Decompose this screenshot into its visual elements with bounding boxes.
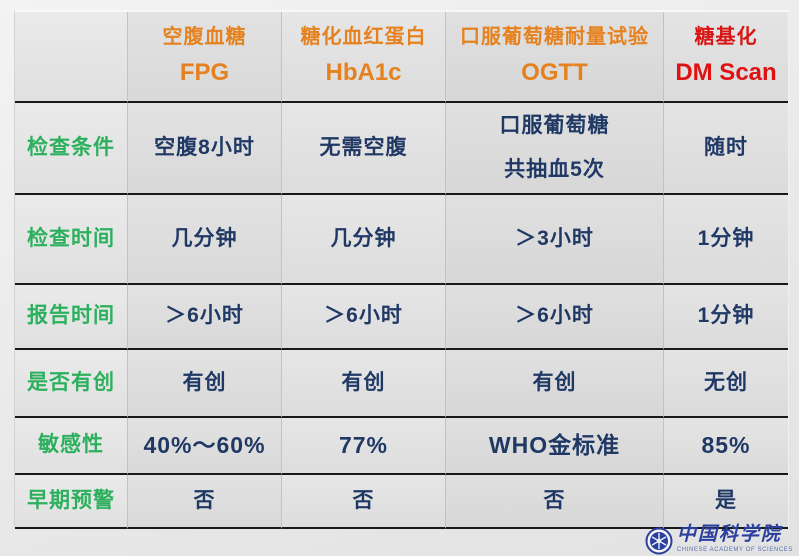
cell-invasive-ogtt: 有创 xyxy=(446,350,664,418)
row-label-invasive: 是否有创 xyxy=(15,350,128,418)
row-label-report-time: 报告时间 xyxy=(15,285,128,350)
col-header-hba1c-cn: 糖化血红蛋白 xyxy=(300,25,427,48)
cell-testtime-fpg: 几分钟 xyxy=(128,195,282,285)
cell-reporttime-ogtt: ＞6小时 xyxy=(446,285,664,350)
cell-condition-hba1c: 无需空腹 xyxy=(282,103,446,195)
cell-reporttime-fpg: ＞6小时 xyxy=(128,285,282,350)
cell-testtime-dmscan: 1分钟 xyxy=(664,195,788,285)
cell-sensitivity-hba1c: 77% xyxy=(282,418,446,475)
cell-invasive-hba1c: 有创 xyxy=(282,350,446,418)
cell-reporttime-hba1c: ＞6小时 xyxy=(282,285,446,350)
col-header-hba1c: 糖化血红蛋白 HbA1c xyxy=(282,12,446,103)
col-header-fpg: 空腹血糖 FPG xyxy=(128,12,282,103)
row-label-test-time: 检查时间 xyxy=(15,195,128,285)
cell-earlywarning-dmscan: 是 xyxy=(664,475,788,529)
col-header-dmscan-en: DM Scan xyxy=(675,58,777,86)
cell-condition-fpg: 空腹8小时 xyxy=(128,103,282,195)
cas-logo: 中国科学院 CHINESE ACADEMY OF SCIENCES xyxy=(645,524,793,555)
col-header-ogtt-cn: 口服葡萄糖耐量试验 xyxy=(460,25,649,48)
row-label-early-warning: 早期预警 xyxy=(15,475,128,529)
cas-emblem-icon xyxy=(645,527,673,555)
row-label-test-condition: 检查条件 xyxy=(15,103,128,195)
col-header-fpg-en: FPG xyxy=(179,58,230,86)
cell-earlywarning-hba1c: 否 xyxy=(282,475,446,529)
cell-testtime-ogtt: ＞3小时 xyxy=(446,195,664,285)
cell-earlywarning-ogtt: 否 xyxy=(446,475,664,529)
comparison-table: 空腹血糖 FPG 糖化血红蛋白 HbA1c 口服葡萄糖耐量试验 OGTT 糖基化… xyxy=(14,10,789,529)
cell-invasive-fpg: 有创 xyxy=(128,350,282,418)
cell-invasive-dmscan: 无创 xyxy=(664,350,788,418)
cell-sensitivity-dmscan: 85% xyxy=(664,418,788,475)
cas-name-en: CHINESE ACADEMY OF SCIENCES xyxy=(676,546,793,553)
col-header-fpg-cn: 空腹血糖 xyxy=(162,25,247,48)
header-empty-cell xyxy=(15,12,128,103)
col-header-hba1c-en: HbA1c xyxy=(325,58,402,86)
cell-sensitivity-ogtt: WHO金标准 xyxy=(446,418,664,475)
cell-testtime-hba1c: 几分钟 xyxy=(282,195,446,285)
cell-earlywarning-fpg: 否 xyxy=(128,475,282,529)
col-header-dmscan-cn: 糖基化 xyxy=(694,25,758,48)
col-header-ogtt: 口服葡萄糖耐量试验 OGTT xyxy=(446,12,664,103)
row-label-sensitivity: 敏感性 xyxy=(15,418,128,475)
col-header-dmscan: 糖基化 DM Scan xyxy=(664,12,788,103)
cas-name-cn: 中国科学院 xyxy=(676,524,782,545)
cell-sensitivity-fpg: 40%～60% xyxy=(128,418,282,475)
col-header-ogtt-en: OGTT xyxy=(521,58,588,86)
cell-condition-dmscan: 随时 xyxy=(664,103,788,195)
cell-reporttime-dmscan: 1分钟 xyxy=(664,285,788,350)
cell-condition-ogtt: 口服葡萄糖 共抽血5次 xyxy=(446,103,664,195)
